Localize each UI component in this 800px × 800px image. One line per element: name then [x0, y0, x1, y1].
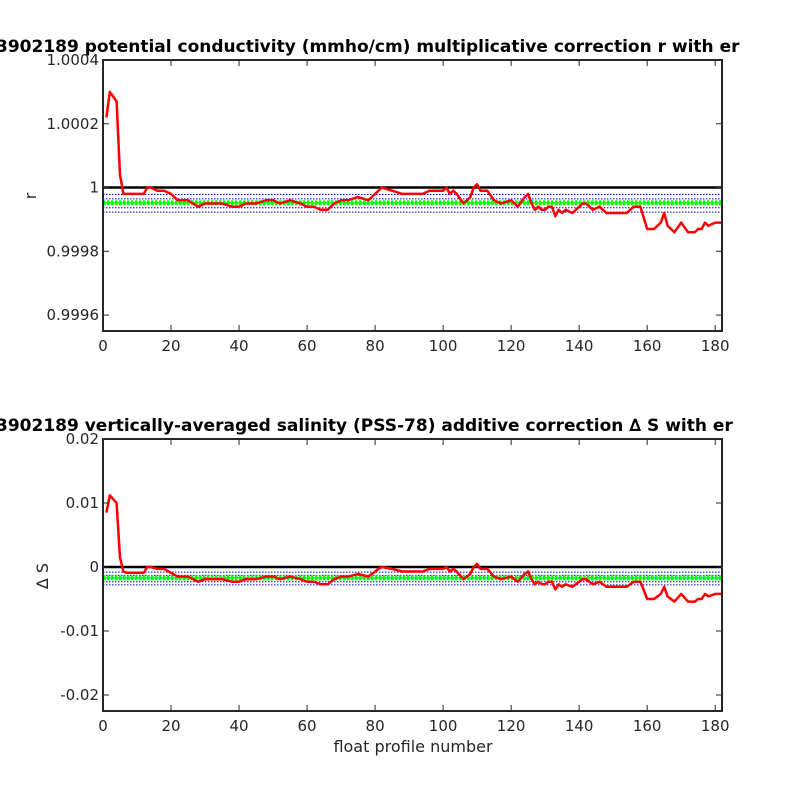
- y-tick-label: 0.9998: [47, 242, 100, 260]
- x-tick-label: 160: [633, 717, 662, 735]
- x-tick-label: 160: [633, 337, 662, 355]
- x-tick-label: 40: [229, 717, 248, 735]
- x-tick-label: 80: [366, 717, 385, 735]
- plot-area: 0 20 40 60 80 100 120 140 160 180 -0.02 -0.01 0 0.01 0…: [60, 430, 729, 735]
- x-tick-label: 60: [298, 337, 317, 355]
- y-tick-label: -0.02: [60, 686, 99, 704]
- salinity-correction-panel: 3902189 vertically-averaged salinity (PS…: [0, 416, 733, 756]
- x-axis-label: float profile number: [333, 737, 493, 756]
- x-tick-label: 140: [565, 717, 594, 735]
- x-tick-label: 20: [161, 337, 180, 355]
- x-tick-label: 140: [565, 337, 594, 355]
- chart-title: 3902189 potential conductivity (mmho/cm)…: [0, 37, 740, 57]
- y-tick-label: -0.01: [60, 622, 99, 640]
- y-tick-label: 1: [89, 179, 99, 197]
- axes-frame: [102, 59, 723, 332]
- x-tick-label: 0: [98, 337, 108, 355]
- conductivity-correction-panel: 3902189 potential conductivity (mmho/cm)…: [0, 37, 740, 355]
- series-line: [105, 90, 722, 234]
- y-tick-label: 0.9996: [47, 306, 100, 324]
- axes-frame: [102, 438, 723, 712]
- y-tick-label: 0.02: [66, 430, 99, 448]
- x-tick-label: 80: [366, 337, 385, 355]
- y-tick-label: 1.0004: [47, 51, 100, 69]
- chart-title: 3902189 vertically-averaged salinity (PS…: [0, 416, 733, 436]
- series-line: [105, 494, 722, 603]
- y-axis-label: ∆ S: [33, 563, 52, 590]
- y-tick-label: 0.01: [66, 494, 99, 512]
- y-tick-label: 1.0002: [47, 115, 100, 133]
- x-tick-label: 120: [497, 717, 526, 735]
- x-tick-label: 180: [701, 717, 730, 735]
- x-tick-label: 120: [497, 337, 526, 355]
- y-axis-label: r: [21, 192, 40, 199]
- x-tick-label: 0: [98, 717, 108, 735]
- x-tick-label: 100: [429, 717, 458, 735]
- y-tick-label: 0: [89, 558, 99, 576]
- x-tick-label: 180: [701, 337, 730, 355]
- x-tick-label: 40: [229, 337, 248, 355]
- plot-area: 0 20 40 60 80 100 120 140 160 180 0.9996 0.9998 1 1.0…: [47, 51, 730, 355]
- x-tick-label: 20: [161, 717, 180, 735]
- x-tick-label: 100: [429, 337, 458, 355]
- x-tick-label: 60: [298, 717, 317, 735]
